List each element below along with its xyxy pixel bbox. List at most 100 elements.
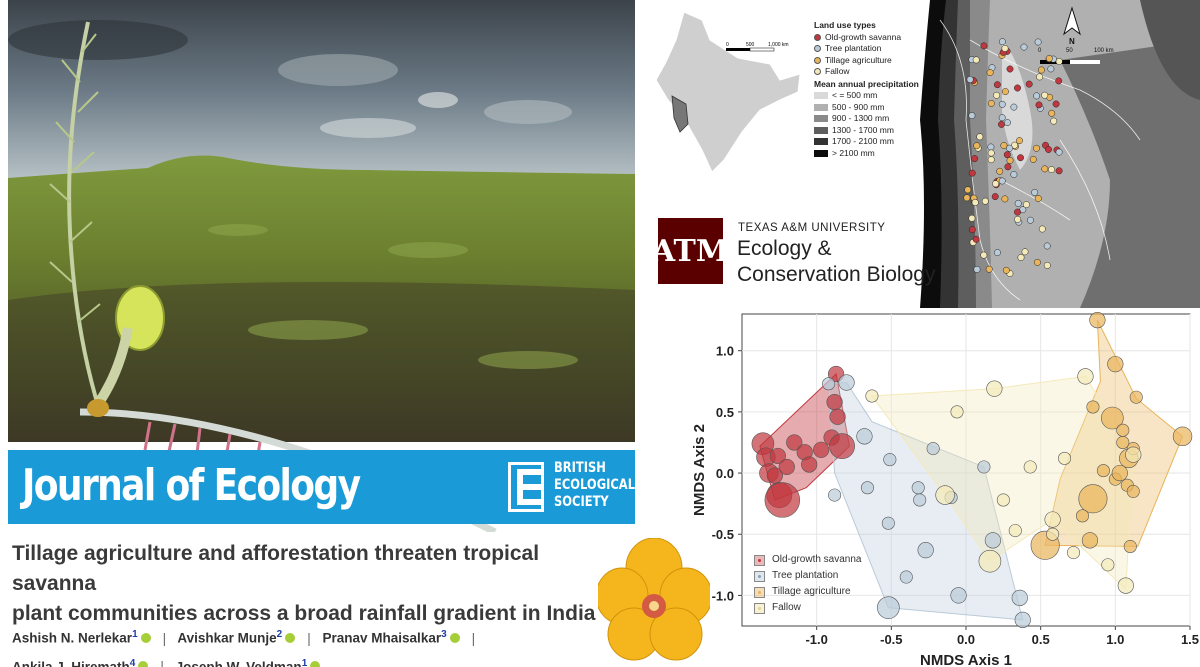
orcid-icon[interactable] bbox=[310, 661, 321, 667]
author-name: Ankila J. Hiremath bbox=[12, 659, 130, 667]
x-tick-label: 0.5 bbox=[1032, 632, 1050, 647]
map-site-dot bbox=[987, 99, 995, 107]
point-fallow bbox=[986, 380, 1003, 397]
map-site-dot bbox=[1020, 43, 1028, 51]
scale-bar-small bbox=[726, 48, 750, 51]
point-fallow bbox=[1044, 511, 1061, 528]
point-fallow bbox=[1125, 446, 1142, 463]
orcid-icon[interactable] bbox=[138, 661, 149, 667]
svg-text:500: 500 bbox=[746, 42, 755, 48]
map-site-dot bbox=[1052, 100, 1060, 108]
study-region-inset bbox=[671, 95, 689, 133]
north-label: N bbox=[1069, 37, 1075, 46]
y-tick-label: 0.5 bbox=[716, 405, 734, 420]
map-site-dot bbox=[968, 169, 976, 177]
legend-item: Tillage agriculture bbox=[754, 584, 862, 600]
point-tillage-agriculture bbox=[1101, 406, 1124, 430]
author-list: Ashish N. Nerlekar1 | Avishkar Munje2 | Pr… bbox=[12, 622, 483, 667]
orcid-icon[interactable] bbox=[449, 632, 460, 643]
point-fallow bbox=[1077, 368, 1094, 385]
map-site-dot bbox=[1002, 266, 1010, 274]
point-tree-plantation bbox=[913, 493, 927, 507]
map-site-dots bbox=[963, 38, 1063, 277]
point-tillage-agriculture bbox=[1116, 435, 1130, 449]
map-site-dot bbox=[1000, 142, 1008, 149]
author-name: Pranav Mhaisalkar bbox=[322, 630, 442, 646]
map-site-dot bbox=[1055, 77, 1063, 85]
x-tick-label: -1.0 bbox=[805, 632, 827, 647]
point-fallow bbox=[865, 389, 879, 403]
map-site-dot bbox=[993, 81, 1001, 89]
point-tillage-agriculture bbox=[1111, 464, 1128, 482]
map-site-dot bbox=[1033, 258, 1041, 266]
point-tree-plantation bbox=[860, 481, 874, 495]
journal-banner: Journal of Ecology BRITISH ECOLOGICAL SO… bbox=[8, 450, 635, 524]
y-tick-label: 0.0 bbox=[716, 466, 734, 481]
chart-legend: Old-growth savanna Tree plantation Tilla… bbox=[754, 552, 862, 616]
point-tree-plantation bbox=[883, 453, 897, 467]
map-site-dot bbox=[998, 100, 1006, 108]
map-site-dot bbox=[1033, 144, 1040, 152]
map-site-dot bbox=[1022, 201, 1030, 209]
map-site-dot bbox=[971, 199, 979, 206]
orcid-icon[interactable] bbox=[140, 632, 151, 643]
point-tillage-agriculture bbox=[1075, 509, 1089, 523]
map-site-dot bbox=[987, 156, 995, 164]
point-tree-plantation bbox=[877, 596, 900, 619]
point-fallow bbox=[1067, 546, 1081, 560]
map-site-dot bbox=[964, 186, 972, 194]
point-tree-plantation bbox=[881, 516, 895, 530]
point-tree-plantation bbox=[828, 488, 842, 502]
y-tick-label: -1.0 bbox=[712, 588, 734, 603]
map-site-dot bbox=[998, 177, 1006, 185]
map-site-dot bbox=[1055, 148, 1063, 156]
orcid-icon[interactable] bbox=[285, 632, 296, 643]
author-name: Avishkar Munje bbox=[177, 630, 277, 646]
point-fallow bbox=[950, 405, 964, 419]
point-old-growth-savanna bbox=[786, 434, 803, 451]
point-fallow bbox=[1046, 527, 1060, 541]
map-site-dot bbox=[992, 180, 1000, 188]
map-site-dot bbox=[1055, 58, 1063, 65]
map-site-dot bbox=[1050, 117, 1058, 125]
legend-item: Fallow bbox=[754, 600, 862, 616]
map-site-dot bbox=[1010, 103, 1018, 111]
point-fallow bbox=[1058, 451, 1072, 465]
map-site-dot bbox=[968, 226, 976, 234]
map-site-dot bbox=[985, 265, 993, 273]
bes-logo-icon bbox=[508, 462, 544, 512]
map-site-dot bbox=[1041, 91, 1049, 99]
map-site-dot bbox=[973, 265, 981, 273]
map-site-dot bbox=[1045, 55, 1053, 62]
map-legend: Land use types Old-growth savanna Tree p… bbox=[814, 20, 919, 158]
map-site-dot bbox=[968, 214, 976, 222]
map-site-dot bbox=[998, 38, 1006, 46]
map-site-dot bbox=[1048, 166, 1055, 174]
map-site-dot bbox=[980, 251, 988, 259]
map-site-dot bbox=[966, 76, 974, 83]
point-fallow bbox=[1101, 558, 1115, 572]
publisher-name: BRITISH ECOLOGICAL SOCIETY bbox=[554, 460, 635, 510]
map-site-dot bbox=[1001, 44, 1009, 52]
point-tillage-agriculture bbox=[1126, 484, 1140, 498]
point-tillage-agriculture bbox=[1172, 426, 1193, 447]
map-site-dot bbox=[1037, 66, 1045, 74]
x-axis-label: NMDS Axis 1 bbox=[920, 652, 1012, 667]
map-site-dot bbox=[993, 91, 1001, 99]
point-tillage-agriculture bbox=[1123, 539, 1137, 553]
map-site-dot bbox=[1026, 216, 1034, 224]
point-tree-plantation bbox=[899, 570, 913, 584]
map-site-dot bbox=[963, 194, 971, 202]
map-site-dot bbox=[1048, 109, 1056, 117]
savanna-landscape-photo bbox=[8, 0, 635, 442]
point-tillage-agriculture bbox=[1089, 312, 1106, 329]
map-site-dot bbox=[1004, 119, 1011, 127]
map-site-dot bbox=[1034, 195, 1042, 202]
x-tick-label: 1.0 bbox=[1106, 632, 1124, 647]
map-site-dot bbox=[1038, 225, 1046, 233]
x-tick-label: 0.0 bbox=[957, 632, 975, 647]
author-name: Joseph W. Veldman bbox=[175, 659, 302, 667]
scale-label-large: 0 bbox=[1038, 48, 1042, 54]
india-inset-shape bbox=[655, 11, 801, 173]
y-tick-label: -0.5 bbox=[712, 527, 734, 542]
